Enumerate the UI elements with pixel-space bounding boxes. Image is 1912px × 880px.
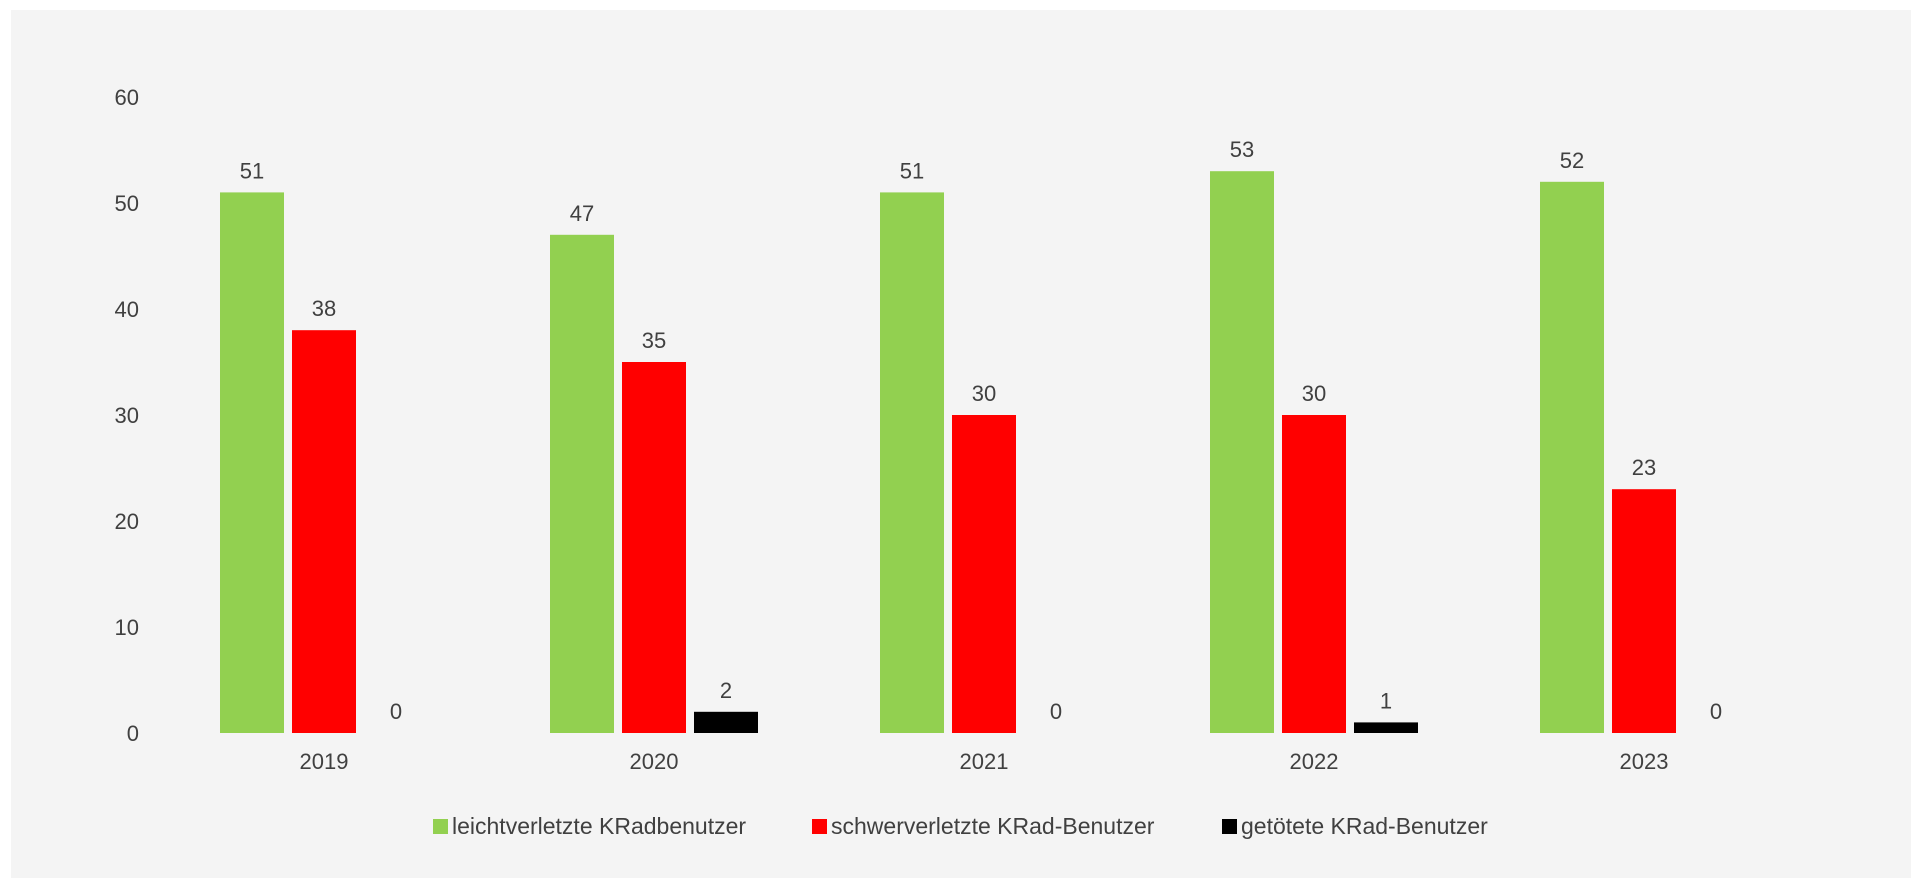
data-labels: 51 38 0 47 35 2 51 30 0 53 30 1 52 23 0 [240, 137, 1722, 724]
bars [220, 171, 1676, 734]
data-label: 53 [1230, 137, 1254, 162]
data-label: 30 [972, 381, 996, 406]
y-tick-label: 20 [115, 509, 139, 534]
data-label: 35 [642, 328, 666, 353]
data-label: 0 [1050, 699, 1062, 724]
y-tick-label: 0 [127, 721, 139, 746]
data-label: 51 [240, 158, 264, 183]
legend-swatch [433, 819, 448, 834]
data-label: 51 [900, 158, 924, 183]
x-tick-label: 2020 [630, 749, 679, 774]
legend-swatch [1222, 819, 1237, 834]
bar-2022-series-1 [1210, 171, 1274, 733]
data-label: 2 [720, 678, 732, 703]
y-tick-label: 50 [115, 191, 139, 216]
data-label: 30 [1302, 381, 1326, 406]
legend-swatch [812, 819, 827, 834]
data-label: 23 [1632, 455, 1656, 480]
legend-label: schwerverletzte KRad-Benutzer [831, 813, 1155, 839]
legend: leichtverletzte KRadbenutzer schwerverlet… [433, 813, 1488, 839]
legend-label: leichtverletzte KRadbenutzer [452, 813, 746, 839]
data-label: 1 [1380, 688, 1392, 713]
y-tick-label: 60 [115, 85, 139, 110]
bar-2023-series-1 [1540, 181, 1604, 734]
bar-2021-series-1 [880, 192, 944, 733]
y-tick-label: 10 [115, 615, 139, 640]
bar-2021-series-2 [952, 415, 1016, 733]
bar-2022-series-3 [1354, 722, 1418, 733]
legend-label: getötete KRad-Benutzer [1241, 813, 1488, 839]
x-axis: 2019 2020 2021 2022 2023 [300, 749, 1669, 774]
bar-2019-series-2 [292, 330, 356, 733]
bar-2022-series-2 [1282, 415, 1346, 733]
data-label: 38 [312, 296, 336, 321]
bar-2019-series-1 [220, 192, 284, 733]
bar-2023-series-2 [1612, 489, 1676, 733]
y-tick-label: 40 [115, 297, 139, 322]
data-label: 0 [1710, 699, 1722, 724]
y-axis: 0 10 20 30 40 50 60 [115, 85, 139, 746]
y-tick-label: 30 [115, 403, 139, 428]
data-label: 47 [570, 201, 594, 226]
bar-2020-series-1 [550, 234, 614, 734]
x-tick-label: 2023 [1620, 749, 1669, 774]
x-tick-label: 2019 [300, 749, 349, 774]
bar-2020-series-2 [622, 362, 686, 733]
x-tick-label: 2022 [1290, 749, 1339, 774]
data-label: 52 [1560, 148, 1584, 173]
data-label: 0 [390, 699, 402, 724]
bar-2020-series-3 [694, 711, 758, 733]
x-tick-label: 2021 [960, 749, 1009, 774]
